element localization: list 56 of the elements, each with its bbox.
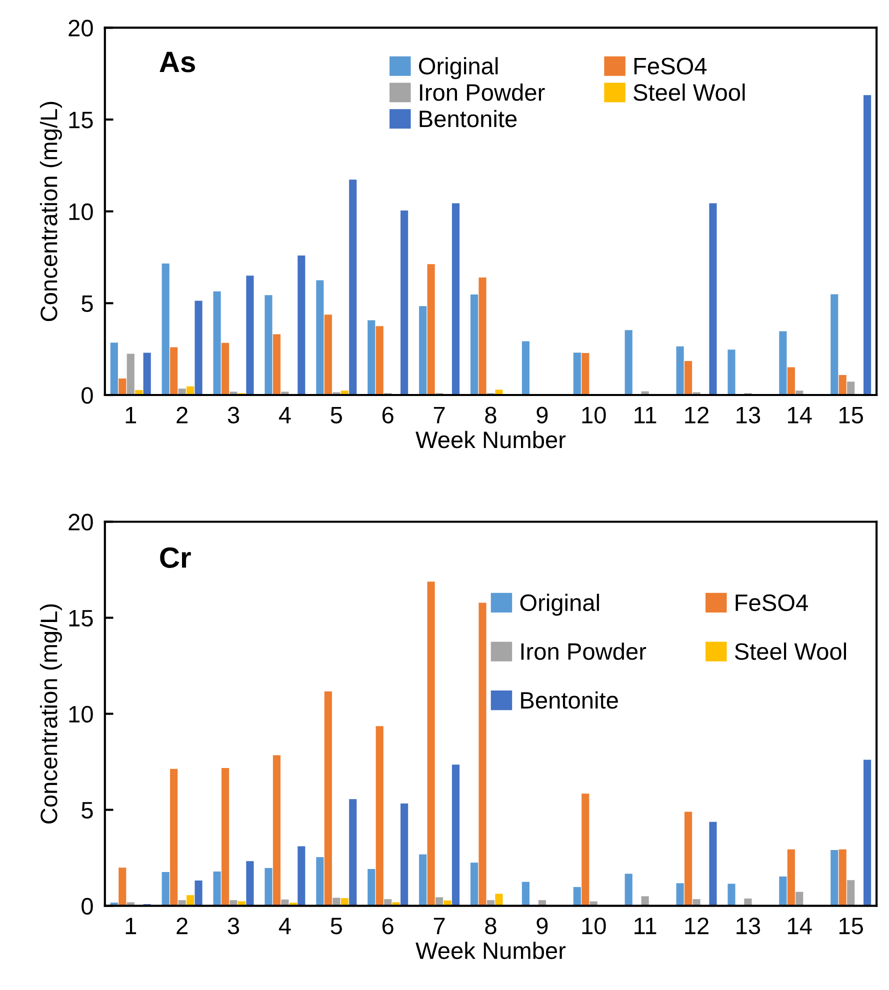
x-tick-label: 6 [382,406,394,424]
x-tick-label: 5 [330,918,342,934]
y-axis-title: Concentration (mg/L) [40,102,62,322]
legend-label: Bentonite [521,691,618,709]
x-tick-label: 1 [126,918,136,934]
legend-label: Bentonite [420,110,517,128]
text: Cr [160,547,191,568]
y-tick-label: 15 [69,610,93,627]
x-tick-label: 7 [434,918,445,934]
x-tick-label: 9 [536,918,548,934]
x-tick-label: 13 [736,918,760,934]
x-tick-label: 15 [840,406,863,424]
legend-label: Iron Powder [420,84,545,101]
x-tick-label: 10 [582,406,606,424]
x-axis-title: Week Number [416,942,566,960]
x-tick-label: 12 [685,918,708,934]
x-tick-label: 10 [582,918,606,934]
legend-label: Steel Wool [734,642,846,660]
x-axis-title: Week Number [416,430,566,448]
x-tick-label: 2 [176,406,188,424]
x-tick-label: 6 [382,918,394,934]
y-axis-title: Concentration (mg/L) [40,604,62,824]
x-tick-label: 8 [485,406,496,424]
y-tick-label: 15 [69,112,93,128]
legend-label: Original [418,57,498,80]
x-tick-label: 11 [634,406,656,424]
x-tick-label: 14 [788,406,812,424]
y-tick-label: 5 [82,296,93,312]
y-tick-label: 20 [68,20,93,37]
x-tick-label: 14 [788,918,812,934]
x-tick-label: 7 [434,406,445,424]
y-tick-label: 0 [82,387,93,404]
legend-label: FeSO4 [736,594,808,612]
x-tick-label: 3 [228,406,240,424]
x-tick-label: 11 [634,918,656,934]
x-tick-label: 5 [330,406,342,424]
x-tick-label: 8 [485,918,496,934]
x-tick-label: 4 [278,406,291,424]
x-tick-label: 12 [685,406,708,424]
y-tick-label: 20 [68,514,93,531]
legend-label: Iron Powder [521,642,646,660]
x-tick-label: 13 [736,406,760,424]
x-tick-label: 9 [536,406,548,424]
y-tick-label: 10 [69,203,93,220]
y-tick-label: 5 [82,802,93,819]
legend-label: Original [520,594,599,616]
y-tick-label: 0 [82,898,93,915]
legend-label: Steel Wool [634,84,745,101]
x-tick-label: 4 [278,918,291,934]
x-tick-label: 2 [176,918,188,934]
text: As [160,52,196,72]
x-tick-label: 15 [840,918,863,934]
y-tick-label: 10 [69,706,93,723]
x-tick-label: 3 [228,918,240,934]
x-tick-label: 1 [126,406,136,424]
legend-label: FeSO4 [634,58,707,74]
